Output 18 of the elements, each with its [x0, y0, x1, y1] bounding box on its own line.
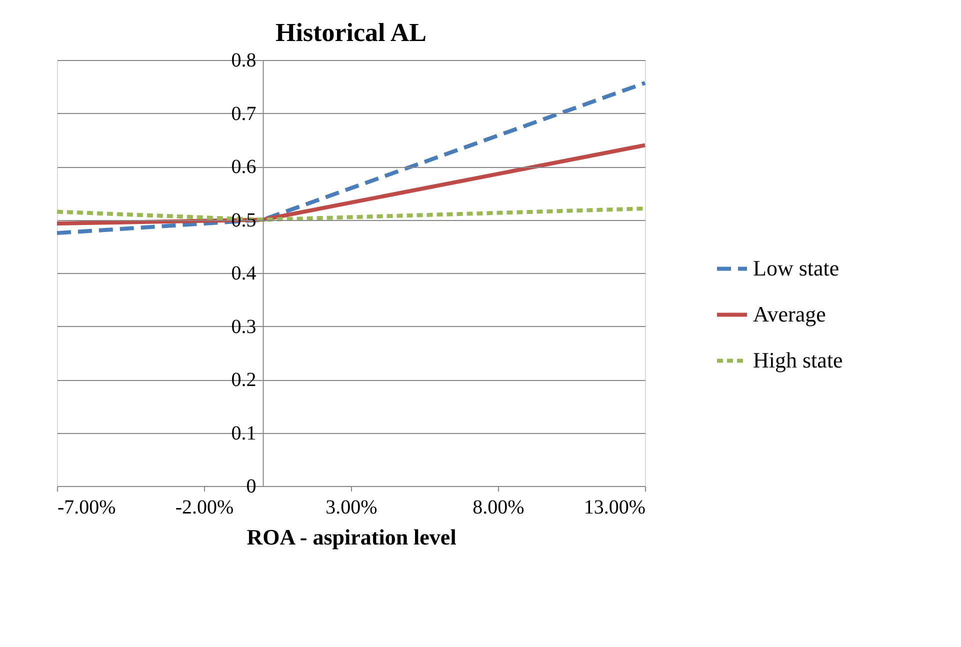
legend-label: Low state [753, 256, 840, 281]
x-tick-label: -7.00% [58, 496, 116, 518]
y-tick-label: 0.4 [231, 262, 256, 284]
y-tick-label: 0.6 [231, 156, 256, 178]
legend-label: Average [753, 302, 826, 327]
x-tick-label: -2.00% [175, 496, 234, 518]
y-tick-label: 0.2 [231, 369, 256, 391]
y-tick-label: 0.7 [231, 102, 256, 125]
y-tick-label: 0 [246, 476, 256, 498]
legend-label: High state [753, 348, 843, 373]
chart-title: Historical AL [276, 18, 426, 47]
x-tick-label: 13.00% [584, 496, 646, 518]
x-tick-label: 3.00% [326, 496, 378, 518]
y-tick-label: 0.8 [231, 50, 256, 72]
x-tick-label: 8.00% [472, 496, 524, 518]
x-axis-title: ROA - aspiration level [246, 524, 456, 550]
y-tick-label: 0.1 [231, 422, 256, 444]
y-tick-label: 0.3 [231, 316, 256, 338]
